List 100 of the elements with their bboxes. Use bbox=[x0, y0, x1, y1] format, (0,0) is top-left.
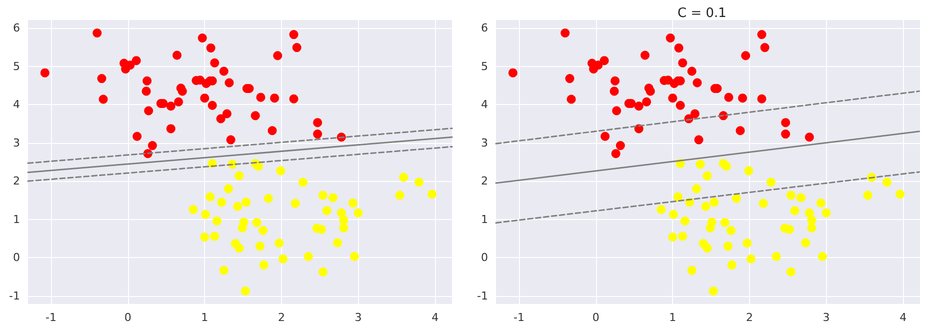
point bbox=[694, 135, 704, 144]
point bbox=[634, 102, 644, 111]
point bbox=[757, 30, 766, 40]
point bbox=[339, 216, 348, 225]
point bbox=[289, 30, 298, 40]
point bbox=[144, 106, 154, 116]
point bbox=[350, 252, 359, 262]
point bbox=[600, 132, 610, 141]
point bbox=[668, 232, 678, 242]
point bbox=[354, 208, 363, 218]
point bbox=[610, 86, 619, 96]
point bbox=[882, 178, 892, 187]
point bbox=[701, 202, 710, 211]
point bbox=[252, 218, 262, 227]
point bbox=[217, 198, 226, 207]
point bbox=[289, 94, 298, 104]
point bbox=[242, 198, 251, 207]
point bbox=[98, 94, 108, 104]
point bbox=[896, 190, 905, 199]
point bbox=[656, 204, 666, 214]
point bbox=[732, 194, 741, 203]
point bbox=[178, 86, 187, 96]
point bbox=[687, 266, 696, 275]
point bbox=[710, 198, 719, 207]
chart-title: C = 0.1 bbox=[678, 6, 726, 21]
point bbox=[166, 102, 176, 111]
point bbox=[804, 132, 814, 142]
point bbox=[781, 130, 790, 139]
point bbox=[690, 109, 700, 118]
point bbox=[268, 126, 277, 136]
x-tick-label: 1 bbox=[201, 311, 208, 324]
x-tick-label: 0 bbox=[592, 311, 600, 324]
point bbox=[97, 74, 106, 84]
y-tick-label: 3 bbox=[13, 136, 20, 150]
point bbox=[208, 100, 217, 110]
point bbox=[706, 223, 715, 232]
point bbox=[206, 43, 216, 52]
x-tick-label: 3 bbox=[354, 311, 362, 324]
point bbox=[238, 223, 247, 232]
point bbox=[172, 50, 182, 60]
point bbox=[611, 149, 620, 158]
point bbox=[616, 141, 625, 150]
x-tick-label: 3 bbox=[822, 311, 830, 324]
point bbox=[259, 260, 268, 270]
point bbox=[678, 58, 688, 68]
point bbox=[508, 68, 518, 78]
point bbox=[772, 252, 781, 262]
x-tick-label: 4 bbox=[432, 311, 439, 324]
point bbox=[801, 238, 810, 248]
point bbox=[224, 184, 233, 194]
point bbox=[219, 66, 228, 76]
point bbox=[264, 194, 273, 203]
y-tick-label: 1 bbox=[13, 212, 20, 226]
point bbox=[674, 43, 684, 52]
y-tick-label: 2 bbox=[481, 174, 488, 188]
point bbox=[132, 132, 142, 141]
y-tick-label: 4 bbox=[481, 98, 488, 112]
point bbox=[132, 56, 141, 66]
point bbox=[339, 223, 348, 232]
point bbox=[200, 232, 210, 242]
point bbox=[210, 232, 220, 241]
x-tick-label: -1 bbox=[514, 311, 525, 324]
point bbox=[610, 76, 620, 86]
point bbox=[736, 126, 745, 136]
point bbox=[174, 97, 184, 106]
point bbox=[273, 51, 282, 60]
point bbox=[348, 198, 358, 208]
point bbox=[142, 86, 151, 96]
point bbox=[274, 238, 284, 248]
point bbox=[816, 198, 826, 208]
y-tick-label: 6 bbox=[13, 22, 20, 35]
point bbox=[206, 192, 215, 202]
point bbox=[724, 92, 734, 102]
point bbox=[313, 130, 322, 139]
point bbox=[790, 206, 800, 216]
x-tick-label: 2 bbox=[278, 311, 285, 324]
y-tick-label: 5 bbox=[481, 60, 488, 73]
point bbox=[40, 68, 50, 78]
y-tick-label: 5 bbox=[13, 60, 20, 73]
point bbox=[234, 171, 244, 180]
x-tick-label: 1 bbox=[669, 311, 676, 324]
point bbox=[566, 94, 576, 104]
x-tick-label: 0 bbox=[124, 311, 132, 324]
y-tick-label: 3 bbox=[481, 136, 488, 150]
point bbox=[226, 135, 236, 144]
point bbox=[210, 58, 220, 68]
point bbox=[766, 178, 776, 187]
y-tick-label: 0 bbox=[481, 251, 488, 264]
point bbox=[760, 43, 770, 52]
point bbox=[276, 166, 286, 176]
point bbox=[399, 172, 408, 182]
point bbox=[676, 100, 685, 110]
x-tick-label: 4 bbox=[900, 311, 907, 324]
point bbox=[258, 226, 268, 236]
point bbox=[304, 252, 313, 262]
point bbox=[333, 238, 342, 248]
point bbox=[708, 286, 718, 296]
point bbox=[270, 94, 280, 103]
y-tick-label: -1 bbox=[9, 289, 20, 302]
point bbox=[723, 242, 732, 251]
